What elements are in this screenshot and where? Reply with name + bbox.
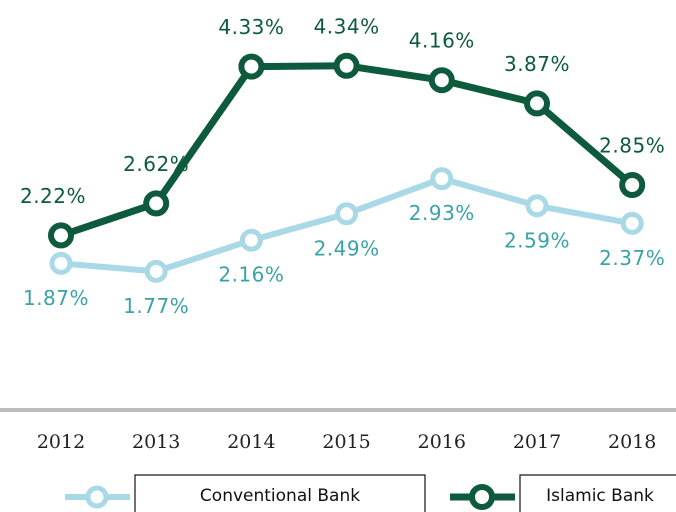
data-label: 2.59% — [504, 228, 570, 252]
data-label: 4.34% — [314, 14, 380, 38]
x-tick-label: 2012 — [37, 431, 85, 453]
data-label: 2.93% — [409, 201, 475, 225]
point-marker — [49, 251, 73, 275]
legend-marker — [469, 484, 495, 510]
data-label: 4.16% — [409, 29, 475, 53]
point-marker — [333, 52, 360, 79]
x-tick-label: 2015 — [322, 431, 370, 453]
point-marker — [48, 222, 74, 249]
data-label: 2.22% — [20, 184, 86, 208]
point-marker — [239, 228, 263, 252]
x-tick-label: 2013 — [132, 431, 180, 453]
legend-marker — [85, 485, 109, 509]
x-tick-label: 2018 — [608, 431, 656, 453]
x-tick-label: 2017 — [513, 431, 561, 453]
point-marker — [428, 67, 455, 94]
point-marker — [143, 190, 170, 217]
point-marker — [524, 90, 550, 117]
legend-box — [134, 474, 426, 512]
point-marker — [525, 194, 549, 218]
data-label: 4.33% — [218, 15, 284, 39]
x-tick-label: 2014 — [227, 431, 275, 453]
point-marker — [430, 167, 454, 191]
point-marker — [619, 172, 646, 198]
data-label: 1.77% — [123, 294, 189, 318]
point-marker — [144, 259, 168, 283]
legend-label: Conventional Bank — [200, 486, 360, 506]
data-label: 3.87% — [504, 52, 570, 76]
data-label: 1.87% — [23, 286, 89, 310]
legend-box — [519, 474, 676, 512]
point-marker — [238, 53, 265, 80]
data-label: 2.49% — [314, 236, 380, 260]
x-tick-label: 2016 — [418, 431, 466, 453]
legend-label: Islamic Bank — [546, 486, 654, 506]
data-label: 2.62% — [123, 152, 189, 176]
point-marker — [335, 202, 359, 226]
data-label: 2.16% — [218, 263, 284, 287]
data-label: 2.37% — [599, 246, 665, 270]
point-marker — [620, 211, 644, 235]
data-label: 2.85% — [599, 134, 665, 158]
